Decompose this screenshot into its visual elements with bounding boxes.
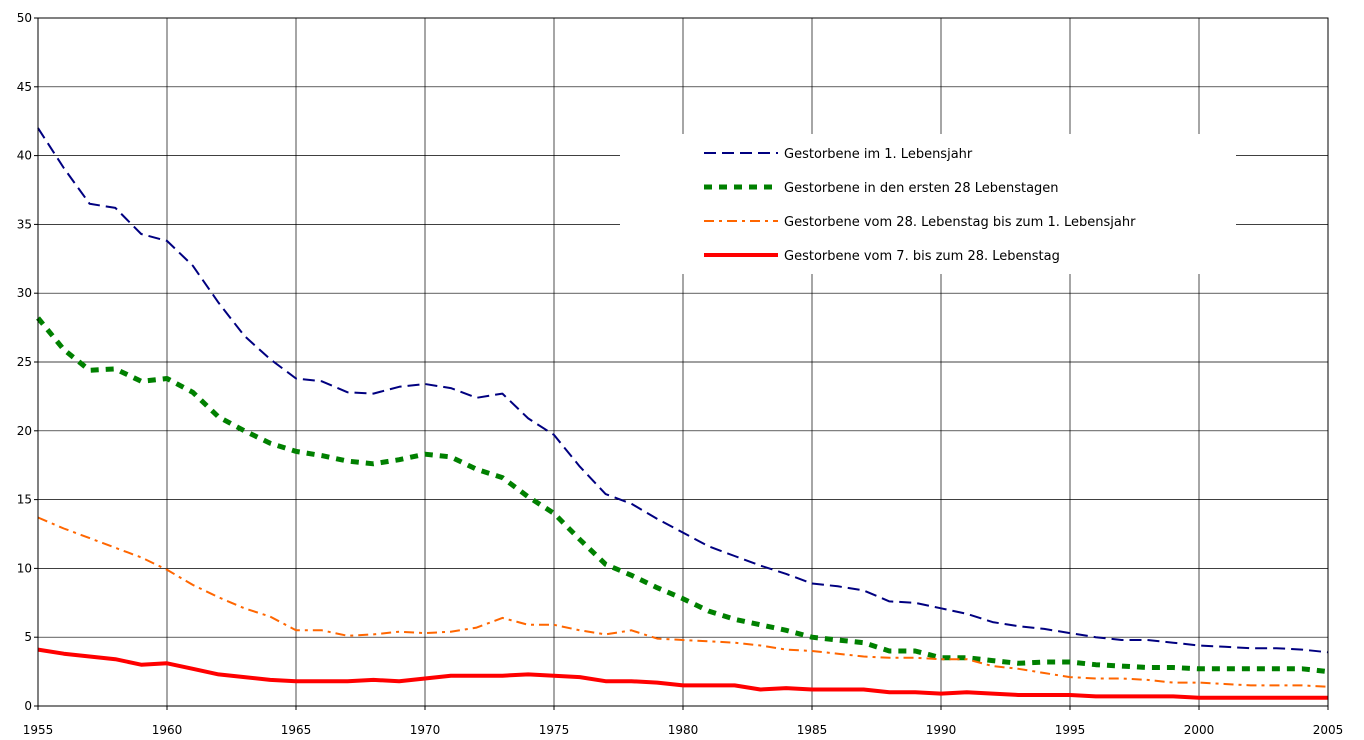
legend-label: Gestorbene im 1. Lebensjahr — [784, 147, 973, 162]
y-tick-label: 15 — [17, 493, 32, 507]
y-tick-label: 45 — [17, 80, 32, 94]
series-line-1 — [37, 127, 1329, 654]
x-tick-label: 1965 — [281, 723, 312, 737]
y-tick-label: 20 — [17, 424, 32, 438]
y-tick-label: 10 — [17, 561, 32, 575]
y-tick-label: 35 — [17, 217, 32, 231]
x-axis-ticks: 1955 1960 1965 1970 1975 1980 1985 1990 1995 2000… — [23, 706, 1344, 737]
y-tick-label: 5 — [24, 630, 32, 644]
legend-label: Gestorbene in den ersten 28 Lebenstagen — [784, 181, 1059, 196]
y-tick-label: 50 — [17, 11, 32, 25]
y-axis-ticks: 0 5 10 15 20 25 30 35 40 45 50 — [17, 11, 38, 713]
x-tick-label: 1980 — [668, 723, 699, 737]
y-tick-label: 40 — [17, 149, 32, 163]
legend: Gestorbene im 1. Lebensjahr Gestorbene in… — [620, 134, 1236, 274]
y-tick-label: 25 — [17, 355, 32, 369]
x-tick-label: 2000 — [1184, 723, 1215, 737]
x-tick-label: 2005 — [1313, 723, 1344, 737]
plot-series — [36, 127, 1329, 700]
series-line-4 — [37, 647, 1328, 700]
x-tick-label: 1995 — [1055, 723, 1086, 737]
series-line-2 — [36, 316, 1329, 675]
series-line-3 — [37, 516, 1329, 688]
x-tick-label: 1960 — [152, 723, 183, 737]
x-tick-label: 1990 — [926, 723, 957, 737]
y-tick-label: 30 — [17, 286, 32, 300]
x-tick-label: 1955 — [23, 723, 54, 737]
x-tick-label: 1970 — [410, 723, 441, 737]
legend-box — [620, 134, 1236, 274]
x-tick-label: 1975 — [539, 723, 570, 737]
y-tick-label: 0 — [24, 699, 32, 713]
x-tick-label: 1985 — [797, 723, 828, 737]
legend-label: Gestorbene vom 28. Lebenstag bis zum 1. … — [784, 215, 1136, 230]
legend-label: Gestorbene vom 7. bis zum 28. Lebenstag — [784, 249, 1060, 264]
